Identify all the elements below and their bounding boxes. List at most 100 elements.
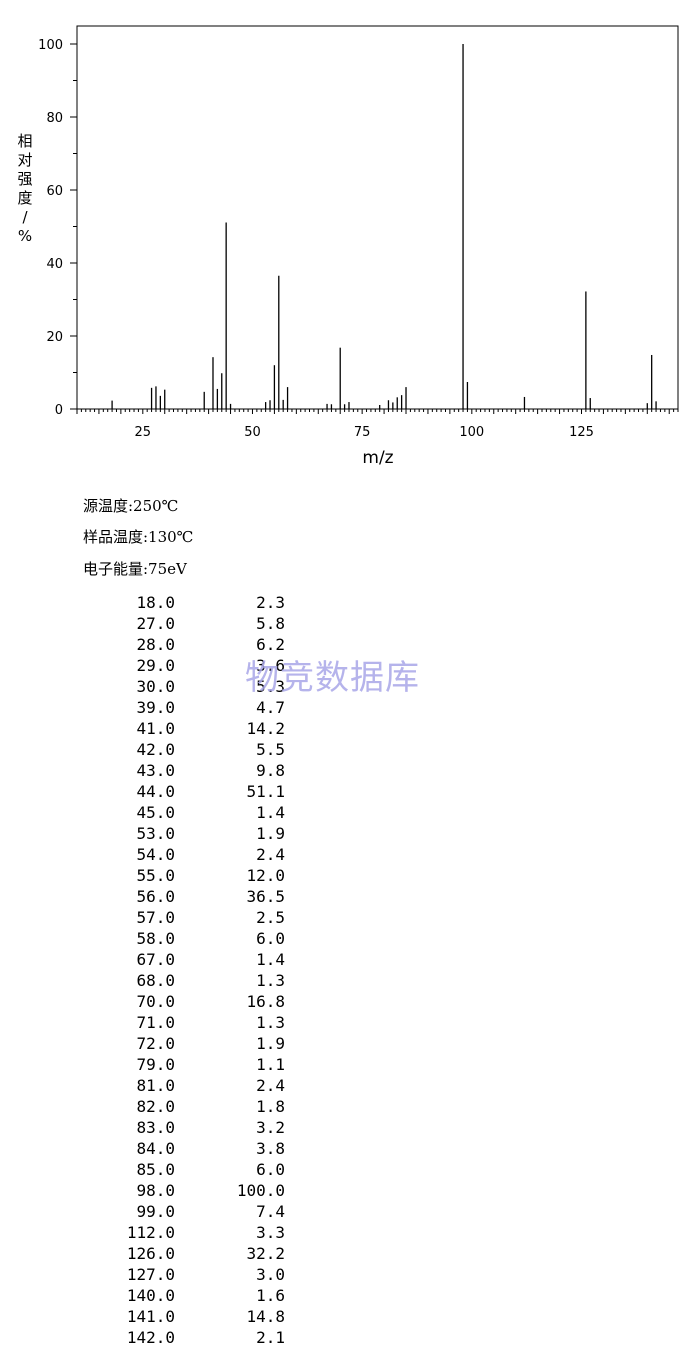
table-row: 41.0 14.2 (0, 718, 687, 739)
intensity-value: 6.2 (256, 635, 285, 654)
table-row: 98.0 100.0 (0, 1180, 687, 1201)
mz-value: 83.0 (136, 1118, 175, 1137)
y-axis-label-char: / (22, 208, 28, 226)
table-row: 54.0 2.4 (0, 844, 687, 865)
y-axis-ticks: 0 20 40 60 80 100 (38, 38, 77, 418)
table-row: 99.0 7.4 (0, 1201, 687, 1222)
mz-value: 79.0 (136, 1055, 175, 1074)
mz-value: 57.0 (136, 908, 175, 927)
intensity-value: 100.0 (236, 1181, 285, 1200)
table-row: 126.0 32.2 (0, 1243, 687, 1264)
y-axis-label-char: % (17, 227, 33, 245)
mz-value: 126.0 (126, 1244, 175, 1263)
mz-value: 28.0 (136, 635, 175, 654)
intensity-value: 14.8 (246, 1307, 285, 1326)
table-row: 84.0 3.8 (0, 1138, 687, 1159)
x-axis-ticks: 25 50 75 100 125 (76, 409, 679, 440)
mz-value: 56.0 (136, 887, 175, 906)
table-row: 79.0 1.1 (0, 1054, 687, 1075)
intensity-value: 6.0 (256, 929, 285, 948)
intensity-value: 1.8 (256, 1097, 285, 1116)
y-axis-label-char: 强 (17, 170, 33, 188)
intensity-value: 51.1 (246, 782, 285, 801)
table-row: 81.0 2.4 (0, 1075, 687, 1096)
y-tick-label: 40 (46, 257, 63, 272)
table-row: 85.0 6.0 (0, 1159, 687, 1180)
intensity-value: 7.4 (256, 1202, 285, 1221)
mz-value: 67.0 (136, 950, 175, 969)
mass-spectrum-chart: 0 20 40 60 80 100 25 50 75 100 125 m/z (38, 25, 679, 468)
y-tick-label: 100 (38, 38, 63, 53)
intensity-value: 3.8 (256, 1139, 285, 1158)
table-row: 141.0 14.8 (0, 1306, 687, 1327)
intensity-value: 2.4 (256, 1076, 285, 1095)
x-tick-label: 100 (459, 425, 484, 440)
mz-value: 140.0 (126, 1286, 175, 1305)
x-tick-label: 75 (354, 425, 371, 440)
table-row: 142.0 2.1 (0, 1327, 687, 1348)
intensity-value: 2.1 (256, 1328, 285, 1347)
table-row: 30.0 5.3 (0, 676, 687, 697)
table-row: 27.0 5.8 (0, 613, 687, 634)
mz-value: 43.0 (136, 761, 175, 780)
electron-energy: 电子能量:75eV (83, 560, 187, 578)
mz-value: 58.0 (136, 929, 175, 948)
table-row: 28.0 6.2 (0, 634, 687, 655)
y-tick-label: 60 (46, 184, 63, 199)
mz-value: 18.0 (136, 593, 175, 612)
mz-value: 141.0 (126, 1307, 175, 1326)
intensity-value: 5.5 (256, 740, 285, 759)
y-axis-label-char: 度 (17, 189, 33, 207)
intensity-value: 3.0 (256, 1265, 285, 1284)
mz-value: 98.0 (136, 1181, 175, 1200)
mz-value: 55.0 (136, 866, 175, 885)
mz-value: 81.0 (136, 1076, 175, 1095)
mz-value: 41.0 (136, 719, 175, 738)
source-temperature: 源温度:250℃ (83, 497, 179, 515)
intensity-value: 16.8 (246, 992, 285, 1011)
intensity-value: 1.6 (256, 1286, 285, 1305)
sample-temperature: 样品温度:130℃ (83, 528, 194, 546)
mz-value: 53.0 (136, 824, 175, 843)
intensity-value: 1.4 (256, 950, 285, 969)
table-row: 45.0 1.4 (0, 802, 687, 823)
mz-value: 112.0 (126, 1223, 175, 1242)
intensity-value: 3.2 (256, 1118, 285, 1137)
y-axis-label-char: 相 (17, 132, 33, 150)
table-row: 83.0 3.2 (0, 1117, 687, 1138)
table-row: 67.0 1.4 (0, 949, 687, 970)
mz-value: 27.0 (136, 614, 175, 633)
x-tick-label: 25 (135, 425, 152, 440)
intensity-value: 5.8 (256, 614, 285, 633)
table-row: 112.0 3.3 (0, 1222, 687, 1243)
mz-value: 44.0 (136, 782, 175, 801)
intensity-value: 2.5 (256, 908, 285, 927)
intensity-value: 1.9 (256, 824, 285, 843)
table-row: 44.0 51.1 (0, 781, 687, 802)
intensity-value: 2.4 (256, 845, 285, 864)
mz-value: 85.0 (136, 1160, 175, 1179)
mz-value: 45.0 (136, 803, 175, 822)
mz-value: 54.0 (136, 845, 175, 864)
table-row: 18.0 2.3 (0, 592, 687, 613)
spectrum-peaks (111, 44, 657, 409)
table-row: 55.0 12.0 (0, 865, 687, 886)
table-row: 53.0 1.9 (0, 823, 687, 844)
x-axis-label: m/z (362, 448, 393, 468)
mz-value: 72.0 (136, 1034, 175, 1053)
intensity-value: 6.0 (256, 1160, 285, 1179)
intensity-value: 4.7 (256, 698, 285, 717)
intensity-value: 12.0 (246, 866, 285, 885)
table-row: 82.0 1.8 (0, 1096, 687, 1117)
plot-frame (76, 25, 679, 410)
mz-value: 142.0 (126, 1328, 175, 1347)
intensity-value: 14.2 (246, 719, 285, 738)
mz-value: 29.0 (136, 656, 175, 675)
mz-value: 42.0 (136, 740, 175, 759)
intensity-value: 3.3 (256, 1223, 285, 1242)
table-row: 140.0 1.6 (0, 1285, 687, 1306)
intensity-value: 32.2 (246, 1244, 285, 1263)
table-row: 57.0 2.5 (0, 907, 687, 928)
table-row: 42.0 5.5 (0, 739, 687, 760)
table-row: 68.0 1.3 (0, 970, 687, 991)
